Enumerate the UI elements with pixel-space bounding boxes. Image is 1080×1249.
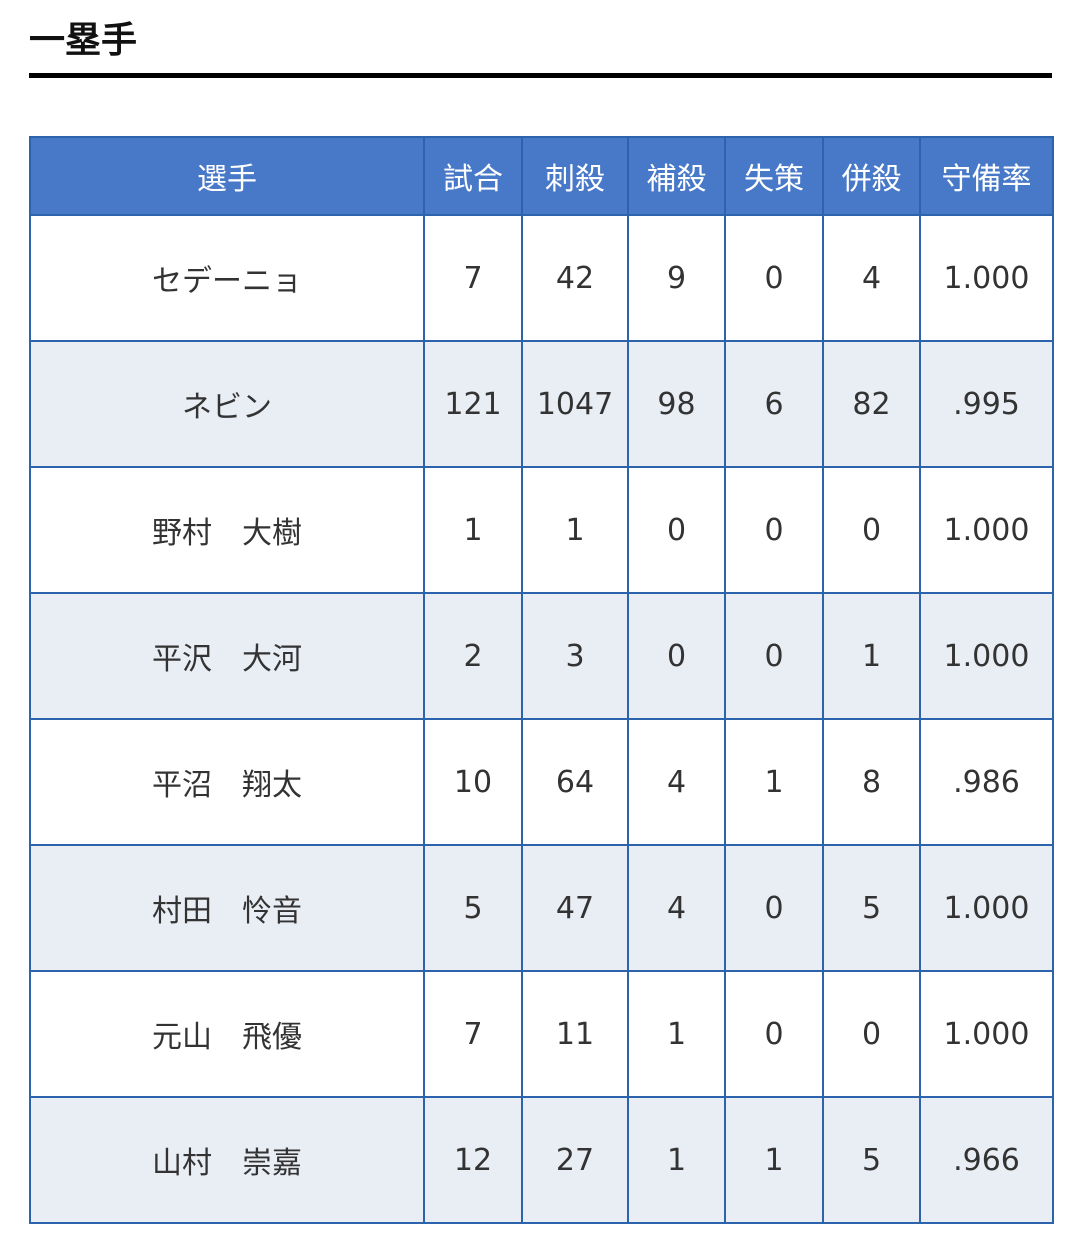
cell-errors: 0 — [724, 592, 824, 720]
page-title: 一塁手 — [29, 20, 138, 61]
cell-player: 山村 崇嘉 — [29, 1096, 425, 1224]
cell-fielding-pct: 1.000 — [919, 466, 1054, 594]
cell-games: 7 — [423, 970, 523, 1098]
cell-assists: 1 — [627, 1096, 726, 1224]
table-row: 元山 飛優 7 11 1 0 0 1.000 — [29, 970, 1054, 1098]
cell-putouts: 27 — [521, 1096, 629, 1224]
cell-player: 平沼 翔太 — [29, 718, 425, 846]
cell-fielding-pct: .995 — [919, 340, 1054, 468]
cell-errors: 0 — [724, 466, 824, 594]
cell-games: 7 — [423, 214, 523, 342]
cell-double-plays: 1 — [822, 592, 921, 720]
cell-player: 平沢 大河 — [29, 592, 425, 720]
cell-errors: 1 — [724, 718, 824, 846]
cell-games: 1 — [423, 466, 523, 594]
cell-putouts: 47 — [521, 844, 629, 972]
cell-errors: 6 — [724, 340, 824, 468]
table-row: ネビン 121 1047 98 6 82.995 — [29, 340, 1054, 468]
cell-putouts: 3 — [521, 592, 629, 720]
title-divider — [29, 73, 1052, 78]
cell-errors: 1 — [724, 1096, 824, 1224]
column-header-player: 選手 — [29, 136, 425, 216]
cell-double-plays: 4 — [822, 214, 921, 342]
cell-assists: 0 — [627, 592, 726, 720]
cell-errors: 0 — [724, 970, 824, 1098]
table-row: 平沼 翔太 10 64 4 1 8.986 — [29, 718, 1054, 846]
cell-assists: 4 — [627, 844, 726, 972]
table-row: 村田 怜音 5 47 4 0 5 1.000 — [29, 844, 1054, 972]
cell-double-plays: 8 — [822, 718, 921, 846]
cell-player: セデーニョ — [29, 214, 425, 342]
cell-assists: 98 — [627, 340, 726, 468]
cell-double-plays: 5 — [822, 844, 921, 972]
cell-assists: 0 — [627, 466, 726, 594]
cell-games: 12 — [423, 1096, 523, 1224]
table-row: 平沢 大河 2 3 0 0 1 1.000 — [29, 592, 1054, 720]
cell-fielding-pct: .986 — [919, 718, 1054, 846]
cell-assists: 4 — [627, 718, 726, 846]
cell-fielding-pct: .966 — [919, 1096, 1054, 1224]
cell-putouts: 1 — [521, 466, 629, 594]
cell-assists: 1 — [627, 970, 726, 1098]
table-row: 野村 大樹 1 1 0 0 0 1.000 — [29, 466, 1054, 594]
column-header-double-plays: 併殺 — [822, 136, 921, 216]
column-header-fielding-pct: 守備率 — [919, 136, 1054, 216]
column-header-putouts: 刺殺 — [521, 136, 629, 216]
cell-double-plays: 5 — [822, 1096, 921, 1224]
cell-fielding-pct: 1.000 — [919, 844, 1054, 972]
cell-games: 121 — [423, 340, 523, 468]
cell-fielding-pct: 1.000 — [919, 214, 1054, 342]
cell-double-plays: 82 — [822, 340, 921, 468]
cell-putouts: 1047 — [521, 340, 629, 468]
table-header-row: 選手 試合 刺殺 補殺 失策 併殺 守備率 — [29, 136, 1054, 216]
column-header-assists: 補殺 — [627, 136, 726, 216]
cell-double-plays: 0 — [822, 466, 921, 594]
cell-putouts: 64 — [521, 718, 629, 846]
column-header-errors: 失策 — [724, 136, 824, 216]
cell-player: 村田 怜音 — [29, 844, 425, 972]
cell-player: 元山 飛優 — [29, 970, 425, 1098]
cell-double-plays: 0 — [822, 970, 921, 1098]
cell-fielding-pct: 1.000 — [919, 592, 1054, 720]
table-row: 山村 崇嘉 12 27 1 1 5.966 — [29, 1096, 1054, 1224]
cell-putouts: 42 — [521, 214, 629, 342]
table-row: セデーニョ 7 42 9 0 4 1.000 — [29, 214, 1054, 342]
cell-games: 5 — [423, 844, 523, 972]
cell-putouts: 11 — [521, 970, 629, 1098]
cell-errors: 0 — [724, 214, 824, 342]
cell-fielding-pct: 1.000 — [919, 970, 1054, 1098]
cell-games: 10 — [423, 718, 523, 846]
cell-games: 2 — [423, 592, 523, 720]
cell-assists: 9 — [627, 214, 726, 342]
fielding-stats-table: 選手 試合 刺殺 補殺 失策 併殺 守備率 セデーニョ 7 42 9 0 4 1.000 ネビン 121 10… — [29, 136, 1054, 1224]
cell-player: 野村 大樹 — [29, 466, 425, 594]
cell-errors: 0 — [724, 844, 824, 972]
cell-player: ネビン — [29, 340, 425, 468]
column-header-games: 試合 — [423, 136, 523, 216]
